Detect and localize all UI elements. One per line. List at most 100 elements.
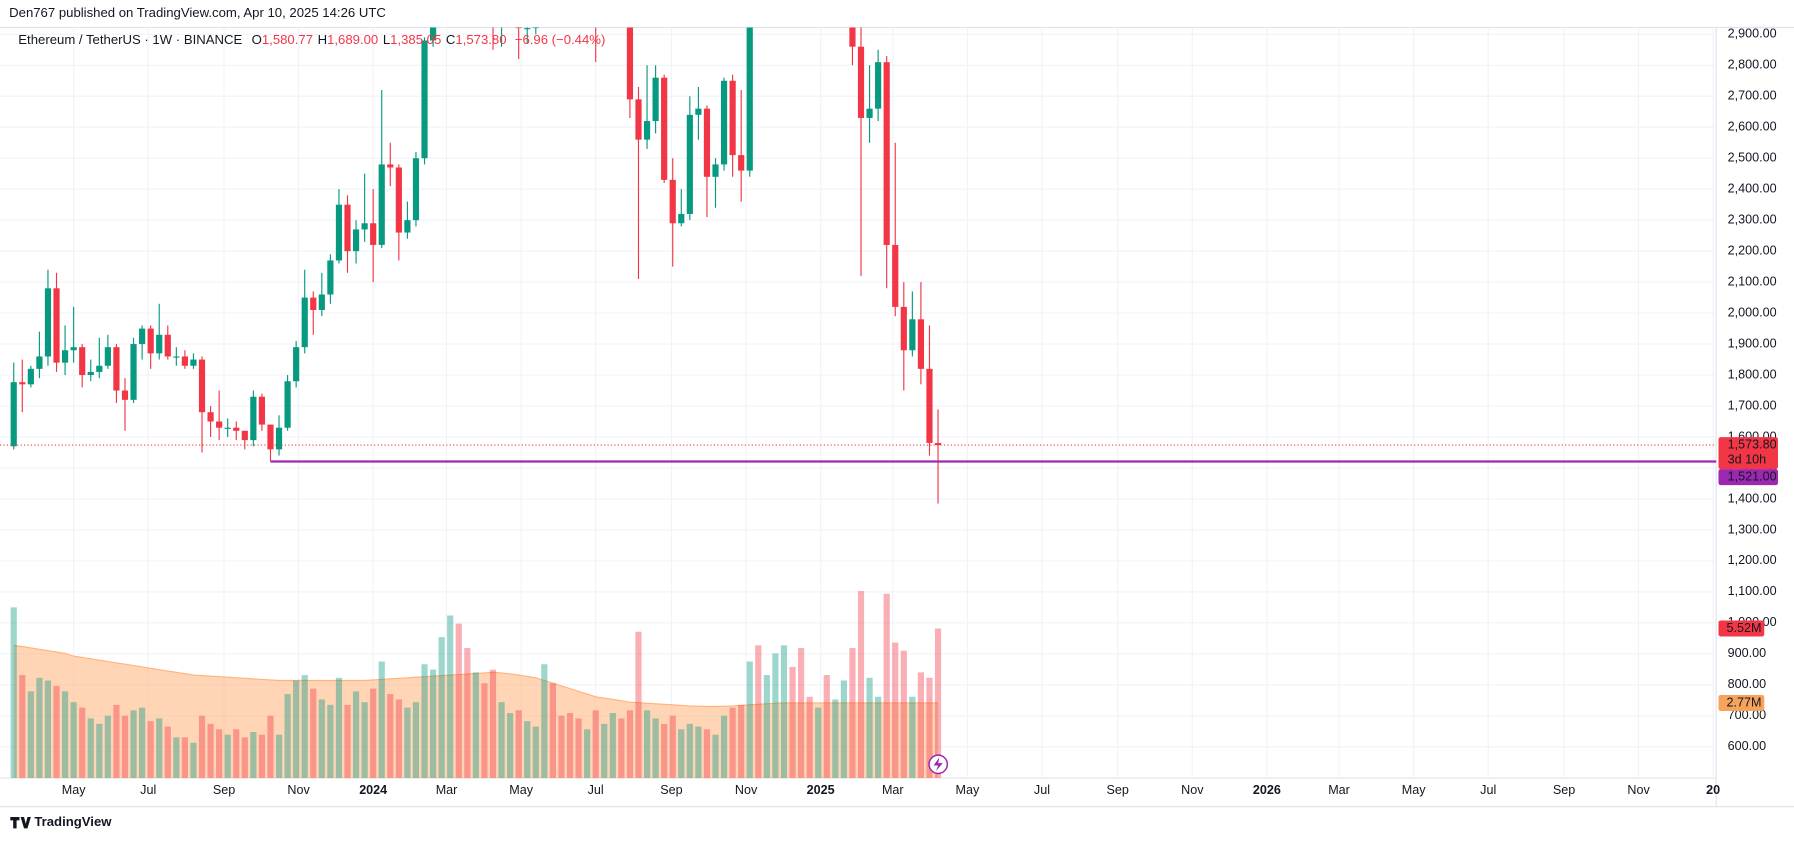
volume-bar bbox=[729, 707, 736, 779]
candle-body bbox=[301, 297, 308, 348]
candle-body bbox=[267, 424, 274, 450]
legend-value: 1,689.00 bbox=[327, 33, 378, 48]
y-tick-label: 700.00 bbox=[1728, 708, 1766, 722]
x-tick-label: Jul bbox=[1034, 783, 1050, 797]
volume-label: 5.52M bbox=[1726, 621, 1761, 635]
candle-body bbox=[70, 347, 77, 351]
x-tick-label: Mar bbox=[882, 783, 904, 797]
volume-bar bbox=[19, 675, 26, 779]
candle-body bbox=[113, 347, 120, 391]
last-price-label: 1,573.80 bbox=[1728, 437, 1777, 451]
volume-bar bbox=[849, 647, 856, 779]
legend-key: L bbox=[383, 33, 390, 48]
volume-bar bbox=[53, 685, 60, 779]
volume-bar bbox=[917, 672, 925, 779]
volume-bar bbox=[712, 734, 719, 779]
volume-bar bbox=[934, 628, 942, 779]
legend: Ethereum / TetherUS · 1W · BINANCE O1,58… bbox=[18, 33, 605, 48]
volume-bar bbox=[61, 691, 69, 779]
candle-body bbox=[661, 77, 668, 180]
y-tick-label: 2,800.00 bbox=[1728, 58, 1777, 72]
y-tick-label: 2,300.00 bbox=[1728, 212, 1777, 226]
publisher: Den767 published on TradingView.com, Apr… bbox=[9, 5, 386, 20]
candle-body bbox=[61, 350, 69, 363]
volume-bar bbox=[798, 647, 805, 779]
y-tick-label: 2,200.00 bbox=[1728, 243, 1777, 257]
candle-body bbox=[917, 319, 925, 369]
candle-body bbox=[746, 27, 753, 171]
volume-bar bbox=[190, 742, 197, 779]
volume-bar bbox=[806, 696, 813, 779]
volume-ma-tag bbox=[1718, 694, 1765, 711]
candle-body bbox=[173, 356, 180, 358]
volume-bar bbox=[233, 729, 240, 779]
volume-bar bbox=[592, 710, 599, 779]
x-tick-label: Mar bbox=[436, 783, 458, 797]
y-tick-label: 1,800.00 bbox=[1728, 367, 1777, 381]
volume-bar bbox=[387, 694, 394, 779]
y-tick-label: 1,400.00 bbox=[1728, 491, 1777, 505]
volume-bar bbox=[695, 726, 702, 779]
candle-body bbox=[293, 347, 300, 382]
legend-key: H bbox=[318, 33, 328, 48]
x-tick-label: May bbox=[955, 783, 979, 797]
change: −6.96 (−0.44%) bbox=[515, 33, 606, 48]
candle-body bbox=[729, 80, 736, 156]
volume-bar bbox=[113, 704, 120, 779]
x-tick-label: 20 bbox=[1706, 783, 1720, 797]
x-tick-label: Nov bbox=[1181, 783, 1204, 797]
volume-bar bbox=[241, 737, 248, 779]
volume-ma-label: 2.77M bbox=[1726, 695, 1761, 709]
volume-bar bbox=[507, 713, 514, 779]
candle-body bbox=[207, 412, 214, 422]
volume-ma-line bbox=[13, 644, 939, 708]
volume-bar bbox=[438, 637, 445, 779]
volume-bar bbox=[772, 653, 779, 779]
x-tick-label: Jul bbox=[1480, 783, 1496, 797]
volume-bar bbox=[635, 631, 642, 779]
volume-bar bbox=[370, 688, 377, 779]
x-tick-label: Sep bbox=[1107, 783, 1129, 797]
volume-bar bbox=[87, 718, 94, 779]
candle-body bbox=[190, 359, 197, 366]
volume-bar bbox=[643, 710, 651, 779]
volume-bar bbox=[558, 715, 565, 779]
candle-body bbox=[934, 442, 942, 446]
y-tick-label: 2,900.00 bbox=[1728, 27, 1777, 41]
volume-bar bbox=[404, 707, 411, 779]
y-tick-label: 1,100.00 bbox=[1728, 584, 1777, 598]
volume-bar bbox=[780, 645, 788, 779]
candle-body bbox=[686, 114, 693, 214]
candle-body bbox=[79, 347, 86, 376]
x-tick-label: Nov bbox=[287, 783, 310, 797]
candle-body bbox=[164, 334, 171, 357]
volume-bar bbox=[532, 726, 539, 779]
y-tick-label: 1,700.00 bbox=[1728, 398, 1777, 412]
x-tick-label: 2026 bbox=[1253, 783, 1281, 797]
candle-body bbox=[181, 356, 188, 366]
volume-bar bbox=[481, 683, 488, 779]
candle-body bbox=[712, 164, 719, 177]
candle-body bbox=[429, 27, 437, 41]
y-tick-label: 2,500.00 bbox=[1728, 151, 1777, 165]
legend-value: 1,385.05 bbox=[390, 33, 441, 48]
volume-bar bbox=[900, 650, 907, 779]
candle-body bbox=[909, 319, 916, 351]
volume-bar bbox=[498, 702, 505, 779]
tv-logo bbox=[10, 816, 31, 829]
candle-body bbox=[866, 108, 873, 118]
candle-body bbox=[404, 220, 411, 233]
volume-layer bbox=[10, 591, 942, 779]
hline-label: 1,521.00 bbox=[1728, 469, 1777, 483]
volume-bar bbox=[823, 675, 830, 779]
volume-bar bbox=[395, 699, 402, 779]
candle-body bbox=[532, 27, 539, 29]
volume-bar bbox=[250, 731, 257, 779]
volume-bar bbox=[489, 669, 497, 779]
volume-bar bbox=[207, 723, 214, 779]
hline-tag bbox=[1718, 469, 1778, 486]
candle-body bbox=[900, 306, 907, 351]
y-tick-label: 600.00 bbox=[1728, 739, 1766, 753]
candle-body bbox=[241, 430, 248, 441]
volume-bar bbox=[147, 721, 154, 779]
